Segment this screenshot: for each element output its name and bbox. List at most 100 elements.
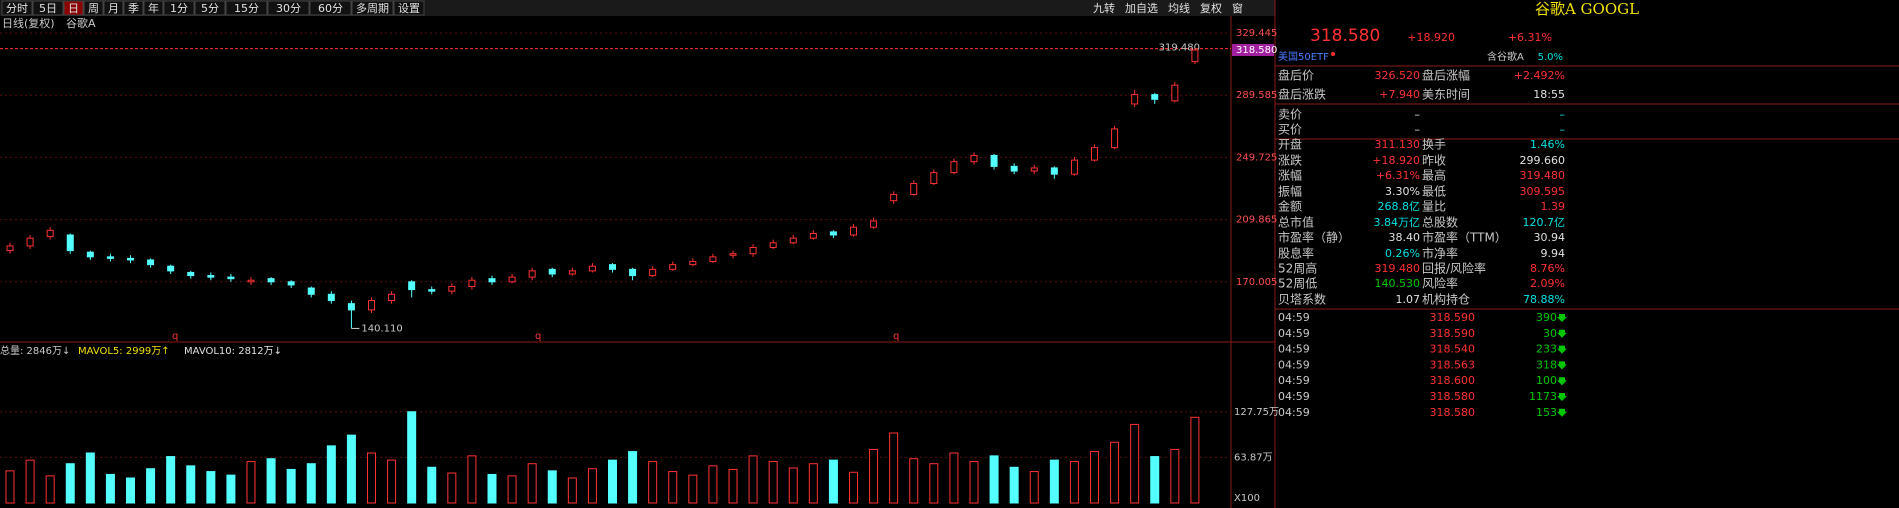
- tick-volume: 100: [1536, 374, 1557, 387]
- toolbar-button[interactable]: [63, 0, 84, 16]
- candle-body: [347, 303, 355, 311]
- volume-bar: [507, 475, 517, 504]
- toolbar-label[interactable]: 5分: [201, 2, 219, 15]
- tick-price: 318.590: [1430, 327, 1476, 340]
- quote-label: 总市值: [1278, 215, 1314, 230]
- last-price-label: 318.580: [1236, 45, 1277, 56]
- volume-bar: [126, 477, 135, 504]
- tick-price: 318.540: [1430, 343, 1476, 356]
- toolbar-label[interactable]: 设置: [398, 2, 420, 15]
- toolbar-label[interactable]: 5日: [39, 2, 57, 15]
- toolbar-button[interactable]: [103, 0, 124, 16]
- y-tick-label: 329.445: [1236, 28, 1277, 39]
- toolbar-label[interactable]: 60分: [318, 2, 343, 15]
- toolbar-button[interactable]: [194, 0, 226, 16]
- toolbar-label[interactable]: 15分: [234, 2, 259, 15]
- toolbar-button[interactable]: [83, 0, 104, 16]
- volume-bar: [367, 452, 376, 504]
- candle-body: [649, 268, 657, 277]
- candle-body: [548, 268, 556, 275]
- toolbar-button[interactable]: [143, 0, 164, 16]
- volume-bar: [487, 473, 497, 504]
- volume-tick-label: 127.75万: [1234, 407, 1279, 418]
- volume-bar: [5, 470, 15, 504]
- quote-change: +18.920: [1407, 31, 1455, 44]
- tick-arrow: [1557, 329, 1567, 338]
- volume-unit: X100: [1234, 493, 1260, 504]
- volume-bar: [266, 458, 276, 504]
- toolbar-label[interactable]: 1分: [170, 2, 188, 15]
- candle-body: [388, 293, 396, 302]
- toolbar-button[interactable]: [32, 0, 64, 16]
- candle-body: [207, 275, 215, 278]
- y-tick-label: 209.865: [1236, 215, 1277, 226]
- last-price-tag: [1232, 44, 1274, 57]
- toolbar-label[interactable]: 窗: [1232, 1, 1243, 15]
- quote-label: 市净率: [1422, 246, 1458, 261]
- etf-note: 含谷歌A: [1487, 50, 1524, 63]
- candle-body: [6, 245, 14, 252]
- volume-bar: [668, 471, 678, 504]
- quote-label: 卖价: [1278, 108, 1302, 122]
- volume-tick-label: 63.87万: [1234, 452, 1273, 463]
- toolbar-label[interactable]: 季: [128, 2, 139, 15]
- quote-value: 3.30%: [1385, 185, 1420, 198]
- toolbar-label[interactable]: 年: [148, 1, 159, 15]
- volume-bar: [1049, 459, 1059, 504]
- volume-bar: [808, 463, 818, 504]
- etf[interactable]: 美国50ETF: [1278, 50, 1329, 63]
- volume-bar: [768, 461, 778, 504]
- toolbar-label[interactable]: 分时: [6, 2, 28, 15]
- quote-value: 38.40: [1389, 231, 1421, 244]
- tick-price: 318.580: [1430, 390, 1476, 403]
- quote-price: 318.580: [1310, 26, 1380, 46]
- candle-body: [127, 257, 134, 261]
- quote-value: 8.76%: [1530, 262, 1565, 275]
- toolbar-button[interactable]: [267, 0, 310, 16]
- candle-body: [86, 251, 94, 258]
- quote-label: 涨幅: [1278, 168, 1302, 183]
- tick-time: 04:59: [1278, 374, 1310, 387]
- y-tick-label: 249.725: [1236, 152, 1277, 163]
- volume-bar: [708, 465, 718, 504]
- toolbar-label[interactable]: 周: [88, 2, 99, 15]
- tick-volume: 30: [1543, 327, 1557, 340]
- tick-arrow: [1557, 377, 1567, 386]
- toolbar-label[interactable]: 多周期: [356, 1, 389, 15]
- stock-name: 谷歌A: [66, 16, 96, 30]
- candle-body: [829, 231, 837, 236]
- volume-bar: [246, 461, 256, 504]
- tick-arrow: [1557, 345, 1567, 354]
- volume-bar: [989, 455, 999, 504]
- volume-bar: [527, 463, 537, 504]
- candle-body: [1151, 94, 1159, 100]
- toolbar-button[interactable]: [123, 0, 144, 16]
- toolbar-button[interactable]: [351, 0, 394, 16]
- volume-bar: [1150, 456, 1160, 504]
- volume-bar: [146, 468, 156, 504]
- toolbar-label[interactable]: 加自选: [1125, 2, 1158, 15]
- quote-label: 昨收: [1422, 154, 1446, 168]
- candle-body: [870, 220, 878, 228]
- toolbar-button[interactable]: [225, 0, 268, 16]
- volume-bar: [1130, 423, 1140, 504]
- toolbar-label[interactable]: 九转: [1093, 1, 1115, 15]
- toolbar-label[interactable]: 月: [108, 2, 119, 15]
- toolbar-label[interactable]: 复权: [1200, 1, 1222, 15]
- toolbar-button[interactable]: [1, 0, 33, 16]
- quote-label: 换手: [1422, 138, 1446, 152]
- toolbar-label[interactable]: 均线: [1168, 1, 1190, 15]
- quote-value: 309.595: [1520, 185, 1566, 198]
- toolbar-label[interactable]: 30分: [276, 2, 301, 15]
- quote-label: 风险率: [1422, 276, 1458, 291]
- toolbar-button[interactable]: [163, 0, 195, 16]
- toolbar-button[interactable]: [309, 0, 352, 16]
- tick-time: 04:59: [1278, 327, 1310, 340]
- volume-bar: [1029, 471, 1039, 504]
- candle-body: [749, 246, 757, 255]
- toolbar-label[interactable]: 日: [68, 2, 79, 15]
- quote-value: +7.940: [1379, 88, 1420, 101]
- candle-body: [729, 253, 737, 256]
- toolbar-button[interactable]: [393, 0, 425, 16]
- tick-time: 04:59: [1278, 343, 1310, 356]
